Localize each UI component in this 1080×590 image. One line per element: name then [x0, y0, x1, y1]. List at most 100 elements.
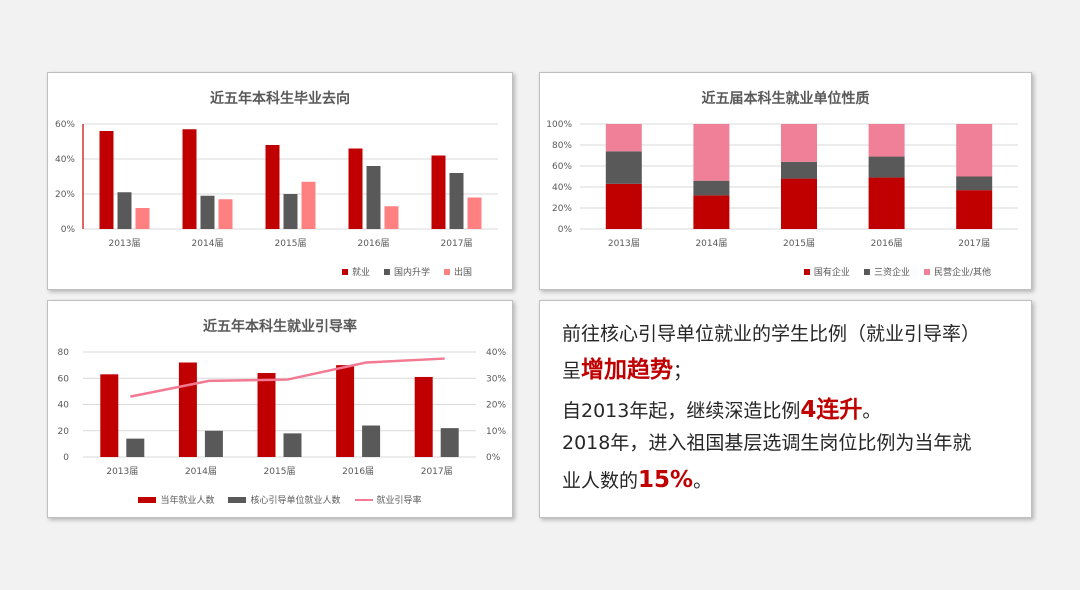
- legend-label: 核心引导单位就业人数: [250, 496, 341, 506]
- legend-swatch: [341, 268, 348, 275]
- summary-text: 。: [862, 400, 882, 422]
- bar: [362, 425, 381, 457]
- chart-legend: 国有企业 三资企业 民营企业/其他: [803, 265, 991, 278]
- guidance-rate-line: [130, 357, 445, 398]
- summary-line-5: 业人数的15%。: [562, 465, 712, 496]
- stacked-bar-segment: [868, 177, 905, 229]
- bar: [348, 148, 363, 229]
- x-tick-label: 2014届: [695, 238, 727, 249]
- legend-item: 国内升学: [383, 265, 430, 278]
- stacked-bar-segment: [956, 190, 993, 229]
- y2-tick-label: 40%: [486, 348, 506, 358]
- x-tick-label: 2017届: [958, 238, 990, 249]
- legend-swatch: [443, 268, 450, 275]
- y-tick-label: 100%: [546, 120, 572, 130]
- y2-tick-label: 30%: [486, 374, 506, 384]
- y-tick-label: 60%: [55, 120, 75, 130]
- chart-panel-graduate-destination: 近五年本科生毕业去向 0% 20% 40% 60% 2013届 2014届 2015届 201…: [47, 72, 513, 290]
- bar: [257, 373, 276, 457]
- summary-line-1: 前往核心引导单位就业的学生比例（就业引导率）: [562, 323, 981, 345]
- summary-text: 呈: [562, 360, 582, 382]
- x-tick-label: 2016届: [358, 238, 390, 249]
- x-tick-label: 2015届: [275, 238, 307, 249]
- legend-item: 就业引导率: [354, 493, 422, 506]
- summary-text: 自2013年起，继续深造比例: [562, 400, 801, 422]
- y2-tick-label: 20%: [486, 401, 506, 411]
- x-tick-label: 2014届: [192, 238, 224, 249]
- x-tick-label: 2013届: [608, 238, 640, 249]
- legend-label: 民营企业/其他: [933, 268, 991, 278]
- y-tick-label: 40%: [552, 183, 572, 193]
- legend-item: 国有企业: [803, 265, 850, 278]
- stacked-bar-segment: [868, 156, 905, 178]
- bar: [283, 194, 298, 229]
- summary-text-panel: 前往核心引导单位就业的学生比例（就业引导率） 呈增加趋势； 自2013年起，继续…: [539, 300, 1032, 518]
- legend-swatch: [863, 268, 870, 275]
- legend-label: 当年就业人数: [160, 496, 215, 506]
- y-tick-label: 20: [58, 427, 70, 437]
- x-tick-label: 2017届: [421, 466, 453, 477]
- y2-tick-label: 0%: [486, 453, 501, 463]
- chart-legend: 当年就业人数 核心引导单位就业人数 就业引导率: [48, 493, 512, 506]
- bar: [178, 362, 197, 457]
- bar: [283, 433, 302, 457]
- y-tick-label: 40: [58, 401, 70, 411]
- legend-swatch: [923, 268, 930, 275]
- legend-item: 核心引导单位就业人数: [228, 493, 341, 506]
- stacked-bar-segment: [956, 124, 993, 177]
- bar: [100, 374, 119, 457]
- bar: [182, 129, 197, 229]
- y-tick-label: 80%: [552, 141, 572, 151]
- bar: [414, 376, 433, 457]
- chart-panel-guidance-rate: 近五年本科生就业引导率 0 20 40 60 80 0% 10% 20% 30% 40% 2013届…: [47, 300, 513, 518]
- highlight-text: 4连升: [800, 397, 863, 423]
- stacked-bar-segment: [693, 195, 730, 229]
- y-tick-label: 20%: [55, 190, 75, 200]
- bar: [336, 365, 355, 457]
- summary-text: 业人数的: [562, 470, 639, 492]
- legend-swatch: [354, 498, 373, 501]
- summary-text: ；: [673, 360, 693, 382]
- summary-line-3: 自2013年起，继续深造比例4连升。: [562, 395, 881, 426]
- y-tick-label: 40%: [55, 155, 75, 165]
- highlight-text: 15%: [638, 467, 694, 493]
- stacked-bar-segment: [956, 176, 993, 191]
- legend-label: 三资企业: [873, 268, 910, 278]
- stacked-bar-segment: [605, 151, 642, 184]
- y-tick-label: 20%: [552, 204, 572, 214]
- stacked-bar-segment: [781, 124, 817, 162]
- destination-bar-chart: 0% 20% 40% 60% 2013届 2014届 2015届 2016届 2017届: [55, 120, 498, 249]
- bar: [126, 438, 145, 457]
- bar: [204, 430, 223, 457]
- stacked-bar-segment: [693, 124, 730, 181]
- chart-title: 近五年本科生毕业去向: [210, 91, 350, 107]
- bar: [301, 181, 316, 229]
- y2-tick-label: 10%: [486, 427, 506, 437]
- stacked-bar-segment: [781, 161, 817, 179]
- chart-title: 近五届本科生就业单位性质: [701, 91, 870, 107]
- legend-label: 国内升学: [393, 268, 430, 278]
- x-tick-label: 2015届: [783, 238, 815, 249]
- employer-stacked-bar-chart: 0% 20% 40% 60% 80% 100% 2013届 2014届 2015届 2016届 20…: [546, 120, 1018, 249]
- chart-panel-employer-type: 近五届本科生就业单位性质 0% 20% 40% 60% 80% 100% 2013届 2014…: [539, 72, 1032, 290]
- bar: [467, 197, 482, 229]
- legend-label: 出国: [453, 268, 472, 278]
- y-tick-label: 0%: [558, 225, 573, 235]
- stacked-bar-segment: [868, 124, 905, 157]
- guidance-combo-chart: 0 20 40 60 80 0% 10% 20% 30% 40% 2013届 2014届 2015届 20…: [58, 348, 507, 477]
- legend-swatch: [138, 496, 157, 503]
- chart-title: 近五年本科生就业引导率: [203, 319, 357, 335]
- legend-swatch: [383, 268, 390, 275]
- bar: [449, 173, 464, 229]
- legend-item: 民营企业/其他: [923, 265, 991, 278]
- summary-line-2: 呈增加趋势；: [562, 355, 692, 386]
- summary-line-4: 2018年，进入祖国基层选调生岗位比例为当年就: [562, 432, 972, 454]
- x-tick-label: 2014届: [185, 466, 217, 477]
- legend-item: 当年就业人数: [138, 493, 214, 506]
- stacked-bar-segment: [781, 178, 817, 229]
- stacked-bar-segment: [605, 124, 642, 152]
- x-tick-label: 2013届: [106, 466, 138, 477]
- legend-item: 就业: [341, 265, 370, 278]
- x-tick-label: 2016届: [871, 238, 903, 249]
- bar: [431, 155, 446, 229]
